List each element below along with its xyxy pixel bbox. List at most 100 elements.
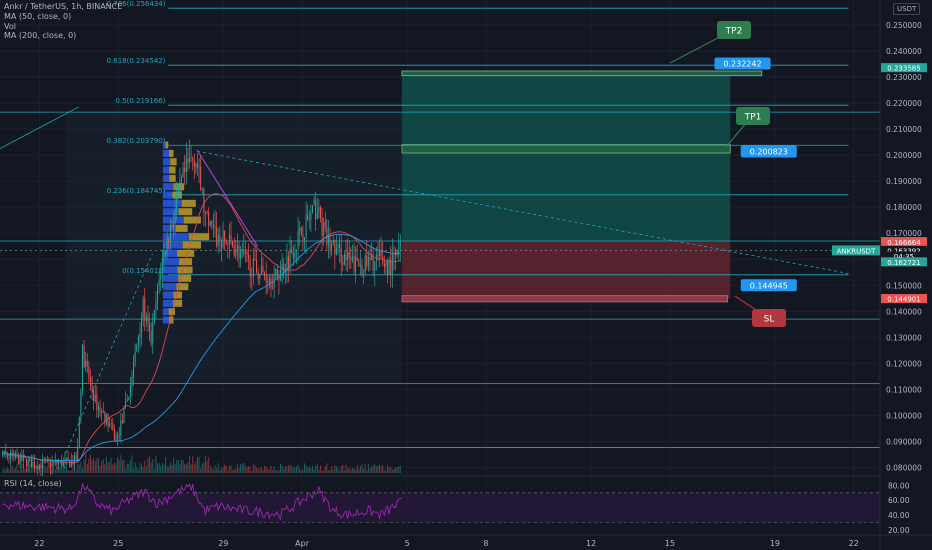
volume-bar bbox=[390, 466, 392, 473]
volume-bar bbox=[326, 463, 328, 473]
price-tick-label: 0.210000 bbox=[886, 125, 922, 134]
volume-bar bbox=[77, 463, 79, 473]
target-labels[interactable]: TP2 TP1 SL 0.232242 0.200823 0.144945 bbox=[669, 21, 797, 327]
symbol-title[interactable]: Ankr / TetherUS, 1h, BINANCE bbox=[4, 2, 123, 11]
candle-body bbox=[308, 219, 310, 221]
candle-body bbox=[300, 227, 302, 235]
trendline-up-dashed bbox=[65, 253, 153, 454]
volume-bar bbox=[212, 469, 214, 473]
candle-body bbox=[61, 460, 63, 467]
volume-profile-up bbox=[162, 183, 174, 191]
volume-profile-up bbox=[162, 208, 179, 216]
volume-bar bbox=[358, 469, 360, 473]
candle-body bbox=[219, 234, 221, 241]
candle-body bbox=[200, 166, 202, 190]
volume-bar bbox=[313, 469, 315, 473]
candle-body bbox=[80, 391, 82, 418]
volume-bar bbox=[19, 469, 21, 473]
volume-bar bbox=[315, 466, 317, 473]
volume-bar bbox=[165, 457, 167, 473]
volume-bar bbox=[399, 465, 401, 473]
candle-body bbox=[75, 455, 77, 462]
candle-body bbox=[102, 410, 104, 413]
tp2-label-bg bbox=[717, 21, 751, 39]
rsi-legend[interactable]: RSI (14, close) bbox=[4, 479, 62, 488]
volume-bar bbox=[54, 469, 56, 473]
candle-body bbox=[232, 240, 234, 247]
volume-profile-down bbox=[168, 316, 174, 324]
volume-bar bbox=[203, 462, 205, 473]
currency-badge[interactable]: USDT bbox=[893, 3, 921, 15]
volume-bar bbox=[206, 460, 208, 473]
price-tick-label: 0.240000 bbox=[886, 47, 922, 56]
candle-body bbox=[359, 265, 361, 267]
volume-bar bbox=[273, 466, 275, 473]
candle-body bbox=[396, 249, 398, 255]
volume-bar bbox=[94, 461, 96, 473]
volume-legend[interactable]: Vol bbox=[4, 22, 16, 31]
candle-body bbox=[139, 333, 141, 338]
volume-profile-down bbox=[169, 174, 176, 182]
volume-bar bbox=[200, 468, 202, 473]
volume-bar bbox=[155, 455, 157, 473]
rsi-pane[interactable] bbox=[0, 483, 880, 523]
candle-body bbox=[163, 251, 165, 258]
candle-body bbox=[62, 461, 64, 467]
volume-bar bbox=[64, 465, 66, 473]
volume-bar bbox=[198, 456, 200, 473]
candle-body bbox=[294, 251, 296, 259]
volume-profile-down bbox=[173, 291, 183, 299]
volume-profile-down bbox=[168, 149, 174, 157]
candle-body bbox=[40, 464, 42, 469]
candle-body bbox=[358, 260, 360, 267]
volume-bar bbox=[345, 464, 347, 473]
time-tick-label: 12 bbox=[586, 539, 596, 548]
fib-level-label: 0.786(0.256434) bbox=[107, 0, 166, 8]
ma200-legend[interactable]: MA (200, close, 0) bbox=[4, 31, 77, 40]
volume-profile-down bbox=[183, 216, 201, 224]
volume-bar bbox=[243, 463, 245, 473]
volume-bar bbox=[123, 459, 125, 473]
volume-profile-up bbox=[162, 191, 173, 199]
candle-body bbox=[235, 250, 237, 256]
volume-bar bbox=[136, 466, 138, 473]
candles[interactable] bbox=[2, 139, 401, 477]
stop-zone bbox=[401, 241, 731, 299]
volume-bar bbox=[332, 469, 334, 473]
candle-body bbox=[227, 243, 229, 245]
fib-retracement[interactable]: 0.786(0.256434) 0.618(0.234542) 0.5(0.2191… bbox=[107, 0, 849, 276]
sl-label-bg bbox=[752, 309, 786, 327]
candle-body bbox=[144, 298, 146, 321]
volume-profile-down bbox=[178, 208, 193, 216]
volume-profile-down bbox=[165, 141, 169, 149]
candle-body bbox=[34, 462, 36, 468]
ma50-legend[interactable]: MA (50, close, 0) bbox=[4, 12, 72, 21]
candle-body bbox=[331, 244, 333, 250]
candle-body bbox=[335, 247, 337, 255]
candle-body bbox=[201, 189, 203, 191]
candle-body bbox=[118, 435, 120, 436]
volume-bar bbox=[225, 465, 227, 473]
volume-bar bbox=[188, 455, 190, 473]
candle-body bbox=[324, 221, 326, 228]
candle-body bbox=[228, 235, 230, 245]
volume-bar bbox=[380, 466, 382, 473]
volume-profile-up bbox=[162, 199, 182, 207]
candle-body bbox=[273, 275, 275, 289]
volume-bar bbox=[361, 463, 363, 473]
volume-bar bbox=[129, 459, 131, 473]
fib-level-label: 0(0.154012) bbox=[122, 267, 166, 275]
candle-body bbox=[395, 249, 397, 256]
volume-bar bbox=[128, 463, 130, 473]
candle-body bbox=[353, 256, 355, 272]
volume-bar bbox=[204, 456, 206, 473]
volume-bar bbox=[321, 470, 323, 473]
volume-bar bbox=[272, 470, 274, 473]
volume-bar bbox=[121, 460, 123, 473]
volume-bar bbox=[233, 469, 235, 473]
trend-lines[interactable] bbox=[0, 106, 849, 454]
price-badge-bg bbox=[881, 257, 927, 267]
volume-bar bbox=[264, 465, 266, 473]
